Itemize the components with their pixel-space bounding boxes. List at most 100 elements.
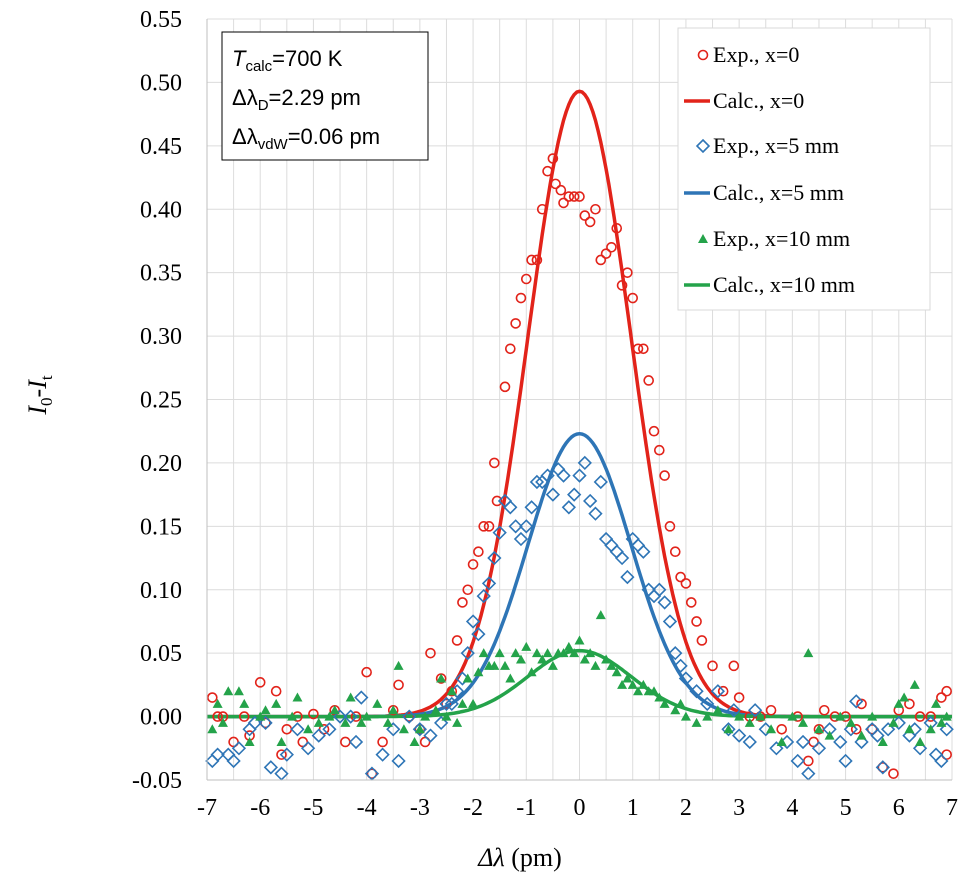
param-temperature-symbol: T xyxy=(232,46,247,71)
y-tick-label: 0.10 xyxy=(140,578,182,604)
data-point-diamond xyxy=(226,753,241,769)
y-tick-label: 0.05 xyxy=(140,641,182,667)
data-point-diamond xyxy=(769,741,784,756)
x-tick-label: -2 xyxy=(463,795,483,821)
data-point-diamond xyxy=(519,519,534,534)
data-point-circle xyxy=(579,210,591,221)
data-point-diamond xyxy=(881,722,896,737)
data-point-circle xyxy=(520,273,532,285)
data-point-triangle xyxy=(457,698,468,708)
parameter-box: Tcalc=700 K ΔλD=2.29 pm ΔλvdW=0.06 pm xyxy=(221,31,429,161)
data-point-circle xyxy=(850,723,862,735)
data-point-diamond xyxy=(375,747,390,762)
data-point-triangle xyxy=(734,711,745,721)
data-point-circle xyxy=(361,666,372,678)
data-point-triangle xyxy=(638,679,649,689)
data-point-circle xyxy=(473,546,484,558)
data-point-circle xyxy=(654,444,665,456)
data-point-triangle xyxy=(207,724,218,734)
data-point-triangle xyxy=(276,736,287,746)
data-point-circle xyxy=(212,711,223,722)
data-point-circle xyxy=(664,521,676,532)
data-point-diamond xyxy=(614,550,630,566)
data-point-triangle xyxy=(574,635,585,645)
data-point-circle xyxy=(297,736,309,748)
data-point-circle xyxy=(669,546,681,558)
data-point-triangle xyxy=(244,736,255,746)
data-point-circle xyxy=(276,749,287,760)
data-point-triangle xyxy=(388,705,399,715)
data-point-diamond xyxy=(545,487,561,502)
y-tick-label: 0.45 xyxy=(140,134,182,160)
data-point-triangle xyxy=(712,705,723,715)
data-point-triangle xyxy=(510,648,521,658)
data-point-diamond xyxy=(290,722,305,737)
data-point-circle xyxy=(877,762,889,773)
y-tick-label: 0.40 xyxy=(140,197,182,223)
legend-label-calc-x10: Calc., x=10 mm xyxy=(713,272,855,297)
data-point-diamond xyxy=(726,703,741,718)
data-point-diamond xyxy=(620,569,635,585)
data-point-circle xyxy=(616,280,628,291)
data-point-circle xyxy=(856,698,867,710)
data-point-diamond xyxy=(838,753,853,769)
param-doppler-sub: D xyxy=(258,97,269,114)
x-tick-label: -3 xyxy=(410,795,430,821)
data-point-triangle xyxy=(547,660,558,670)
data-point-diamond xyxy=(300,741,316,756)
data-point-triangle xyxy=(361,711,372,721)
data-point-triangle xyxy=(755,711,766,721)
data-point-triangle xyxy=(909,679,920,689)
data-point-diamond xyxy=(471,627,486,642)
y-tick-label: 0.25 xyxy=(140,388,182,414)
data-point-triangle xyxy=(798,717,808,727)
data-point-circle xyxy=(531,254,543,266)
data-point-diamond xyxy=(279,747,294,762)
data-point-triangle xyxy=(915,736,926,746)
data-point-triangle xyxy=(622,673,633,683)
x-tick-label: -1 xyxy=(516,795,536,821)
x-tick-label: -6 xyxy=(250,795,270,821)
data-point-diamond xyxy=(577,455,592,471)
data-point-triangle xyxy=(489,660,500,670)
param-vdw-value: =0.06 pm xyxy=(288,124,380,149)
data-point-triangle xyxy=(356,717,367,727)
data-point-circle xyxy=(648,425,660,437)
param-temperature: Tcalc=700 K xyxy=(232,46,343,75)
data-point-circle xyxy=(550,178,561,190)
data-point-circle xyxy=(590,203,601,215)
y-tick-label: 0.55 xyxy=(140,7,182,33)
data-point-triangle xyxy=(659,698,670,708)
data-point-diamond xyxy=(567,487,582,502)
data-point-triangle xyxy=(271,698,282,708)
data-point-triangle xyxy=(420,711,431,721)
data-point-triangle xyxy=(260,705,271,715)
data-point-diamond xyxy=(247,715,263,731)
x-tick-label: 3 xyxy=(733,795,745,821)
data-point-diamond xyxy=(332,709,348,724)
data-point-triangle xyxy=(414,724,425,734)
data-point-circle xyxy=(685,597,697,608)
data-point-diamond xyxy=(652,582,667,597)
data-point-circle xyxy=(393,679,404,691)
data-point-triangle xyxy=(287,711,298,721)
data-point-diamond xyxy=(556,468,571,483)
y-tick-label: 0.00 xyxy=(140,705,182,731)
data-point-triangle xyxy=(563,641,574,651)
data-point-triangle xyxy=(766,724,777,734)
data-point-diamond xyxy=(939,722,954,737)
data-point-circle xyxy=(925,711,937,722)
data-point-triangle xyxy=(217,717,228,727)
data-point-triangle xyxy=(292,692,303,702)
data-point-triangle xyxy=(531,648,542,658)
data-point-diamond xyxy=(322,722,337,737)
data-point-circle xyxy=(318,723,330,735)
data-point-triangle xyxy=(537,654,548,664)
data-point-diamond xyxy=(476,588,491,604)
data-point-triangle xyxy=(542,648,553,658)
data-point-triangle xyxy=(494,648,505,658)
data-point-diamond xyxy=(311,728,326,743)
data-point-triangle xyxy=(382,717,393,727)
data-point-triangle xyxy=(585,648,596,658)
data-point-circle xyxy=(563,191,575,202)
